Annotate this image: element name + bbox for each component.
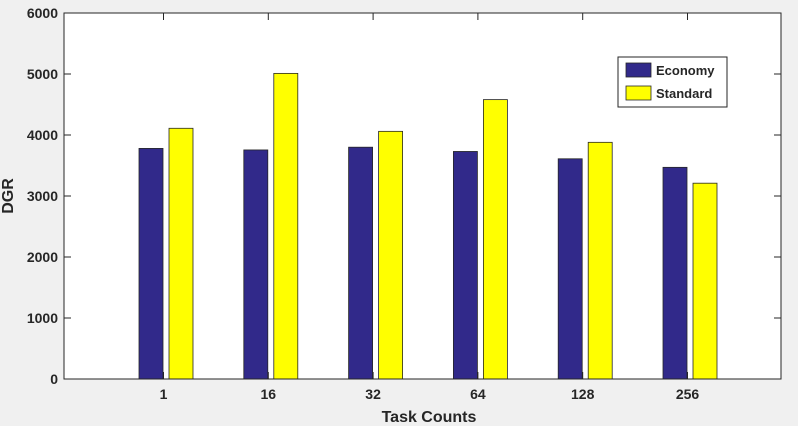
legend-swatch-standard [625,85,652,101]
x-tick-label: 256 [676,386,700,402]
x-tick-label: 64 [470,386,486,402]
legend-label-standard: Standard [656,86,712,101]
x-tick-label: 32 [365,386,381,402]
x-tick-label: 1 [160,386,168,402]
bar-standard-256 [692,182,718,380]
bar-standard-1 [168,127,194,380]
legend-label-economy: Economy [656,63,715,78]
y-tick-label: 3000 [27,188,58,204]
x-tick-label: 16 [261,386,277,402]
bar-economy-16 [243,149,269,380]
y-tick-label: 4000 [27,127,58,143]
legend: Economy Standard [617,56,728,108]
bar-standard-16 [273,72,299,380]
y-tick-label: 5000 [27,66,58,82]
y-tick-label: 6000 [27,5,58,21]
x-axis-ticks: 1 16 32 64 128 256 [160,13,700,402]
bars-group [138,72,718,380]
y-tick-label: 2000 [27,249,58,265]
y-axis-label: DGR [0,178,17,214]
bar-standard-64 [482,99,508,380]
y-tick-label: 0 [50,371,58,387]
x-axis-label: Task Counts [382,409,477,426]
bar-standard-128 [587,141,613,380]
y-axis-ticks: 0 1000 2000 3000 4000 5000 6000 [27,5,781,387]
y-tick-label: 1000 [27,310,58,326]
bar-economy-128 [557,158,583,380]
bar-economy-1 [138,148,164,380]
legend-swatch-economy [625,62,652,78]
bar-standard-32 [378,130,404,380]
bar-economy-256 [662,166,688,380]
bar-economy-32 [348,146,374,380]
x-tick-label: 128 [571,386,595,402]
bar-economy-64 [452,151,478,380]
